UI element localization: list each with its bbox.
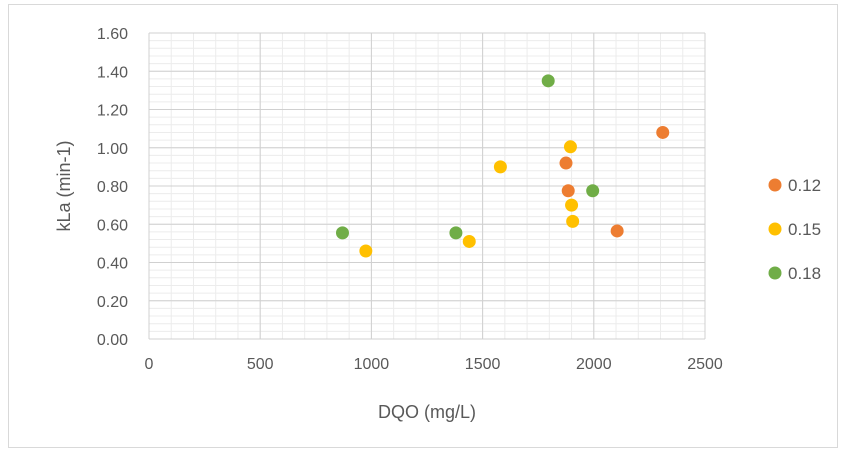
data-point	[563, 140, 577, 154]
legend: 0.12 0.15 0.18	[768, 176, 821, 283]
data-point	[335, 226, 349, 240]
x-tick-label: 2500	[687, 356, 723, 373]
y-tick-label: 1.60	[97, 26, 128, 43]
legend-marker	[768, 266, 782, 280]
legend-marker	[768, 178, 782, 192]
y-tick-label: 0.20	[97, 294, 128, 311]
x-tick-label: 2000	[576, 356, 612, 373]
x-tick-label: 0	[145, 356, 154, 373]
legend-label: 0.12	[788, 176, 821, 195]
x-axis-ticks: 0 500 1000 1500 2000 2500	[145, 356, 723, 373]
chart-frame	[8, 4, 838, 448]
y-tick-label: 1.00	[97, 141, 128, 158]
data-point	[566, 214, 580, 228]
legend-marker	[768, 222, 782, 236]
data-point	[462, 234, 476, 248]
data-point	[610, 224, 624, 238]
legend-label: 0.15	[788, 220, 821, 239]
data-point	[565, 198, 579, 212]
major-gridlines	[148, 32, 706, 340]
data-point	[656, 125, 670, 139]
data-point	[559, 156, 573, 170]
y-tick-label: 1.20	[97, 103, 128, 120]
data-point	[493, 160, 507, 174]
data-point	[359, 244, 373, 258]
y-tick-label: 0.80	[97, 179, 128, 196]
legend-label: 0.18	[788, 264, 821, 283]
data-point	[586, 184, 600, 198]
y-tick-label: 0.60	[97, 217, 128, 234]
x-tick-label: 1500	[465, 356, 501, 373]
y-tick-label: 0.00	[97, 332, 128, 349]
x-axis-label: DQO (mg/L)	[378, 402, 476, 422]
y-axis-ticks: 0.00 0.20 0.40 0.60 0.80 1.00 1.20 1.40 1.60	[97, 26, 128, 349]
data-points	[335, 74, 670, 258]
x-tick-label: 500	[247, 356, 274, 373]
data-point	[449, 226, 463, 240]
x-tick-label: 1000	[354, 356, 390, 373]
y-axis-label: kLa (min-1)	[54, 140, 74, 231]
y-tick-label: 0.40	[97, 256, 128, 273]
y-tick-label: 1.40	[97, 64, 128, 81]
data-point	[541, 74, 555, 88]
data-point	[561, 184, 575, 198]
